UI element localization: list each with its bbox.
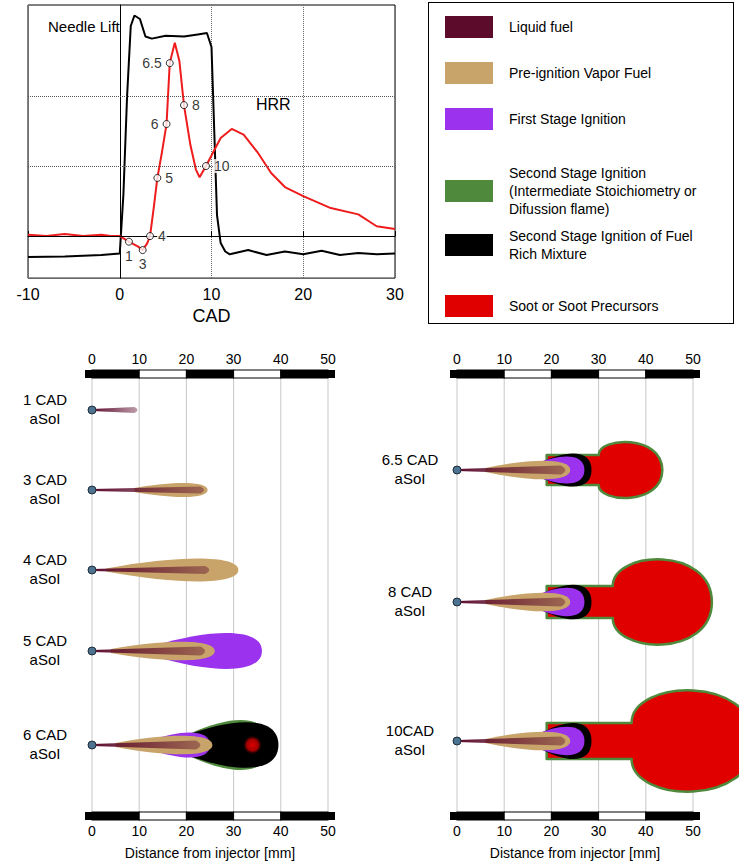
svg-text:aSoI: aSoI — [30, 745, 61, 762]
svg-text:10CAD: 10CAD — [386, 722, 435, 739]
svg-text:40: 40 — [273, 351, 289, 367]
svg-text:0: 0 — [453, 823, 461, 839]
svg-text:5 CAD: 5 CAD — [23, 632, 67, 649]
svg-text:aSoI: aSoI — [395, 470, 426, 487]
svg-text:-10: -10 — [16, 286, 39, 303]
svg-text:aSoI: aSoI — [30, 410, 61, 427]
svg-text:20: 20 — [294, 286, 312, 303]
html-text:Soot or Soot Precursors: Soot or Soot Precursors — [509, 298, 659, 314]
svg-text:Distance from injector [mm]: Distance from injector [mm] — [125, 845, 295, 861]
svg-text:50: 50 — [320, 351, 336, 367]
svg-text:aSoI: aSoI — [395, 602, 426, 619]
svg-text:0: 0 — [453, 351, 461, 367]
svg-text:aSoI: aSoI — [30, 490, 61, 507]
svg-text:10: 10 — [131, 823, 147, 839]
svg-text:10: 10 — [496, 351, 512, 367]
svg-text:CAD: CAD — [192, 306, 230, 326]
svg-text:20: 20 — [544, 823, 560, 839]
svg-text:40: 40 — [638, 351, 654, 367]
svg-text:aSoI: aSoI — [30, 570, 61, 587]
html-text:First Stage Ignition: First Stage Ignition — [509, 111, 626, 127]
svg-text:30: 30 — [591, 823, 607, 839]
html-text:Liquid fuel: Liquid fuel — [509, 19, 573, 35]
svg-text:30: 30 — [226, 823, 242, 839]
svg-text:0: 0 — [88, 351, 96, 367]
html-text:Second Stage Ignition (Interme: Second Stage Ignition (Intermediate Stoi… — [509, 165, 697, 217]
svg-text:30: 30 — [591, 351, 607, 367]
svg-text:50: 50 — [320, 823, 336, 839]
svg-text:30: 30 — [226, 351, 242, 367]
html-text:Second Stage Ignition of Fuel: Second Stage Ignition of Fuel Rich Mixtu… — [509, 228, 693, 262]
svg-text:3 CAD: 3 CAD — [23, 471, 67, 488]
svg-text:8: 8 — [192, 97, 200, 113]
svg-text:1: 1 — [125, 248, 133, 264]
svg-text:20: 20 — [179, 823, 195, 839]
svg-text:10: 10 — [131, 351, 147, 367]
svg-text:50: 50 — [685, 823, 701, 839]
svg-text:Needle Lift: Needle Lift — [48, 18, 121, 35]
svg-text:40: 40 — [273, 823, 289, 839]
svg-text:aSoI: aSoI — [395, 741, 426, 758]
svg-text:6.5 CAD: 6.5 CAD — [382, 451, 439, 468]
html-text:Pre-ignition Vapor Fuel: Pre-ignition Vapor Fuel — [509, 65, 652, 81]
svg-text:6: 6 — [151, 116, 159, 132]
svg-text:0: 0 — [115, 286, 124, 303]
svg-text:0: 0 — [88, 823, 96, 839]
svg-text:4: 4 — [158, 228, 166, 244]
svg-text:40: 40 — [638, 823, 654, 839]
svg-text:4 CAD: 4 CAD — [23, 551, 67, 568]
svg-text:20: 20 — [544, 351, 560, 367]
svg-text:10: 10 — [214, 158, 230, 174]
svg-text:6.5: 6.5 — [142, 55, 162, 71]
svg-text:aSoI: aSoI — [30, 651, 61, 668]
svg-text:50: 50 — [685, 351, 701, 367]
svg-text:8 CAD: 8 CAD — [388, 583, 432, 600]
svg-text:10: 10 — [203, 286, 221, 303]
svg-text:Distance from injector [mm]: Distance from injector [mm] — [490, 845, 660, 861]
svg-text:HRR: HRR — [256, 96, 291, 113]
svg-text:1 CAD: 1 CAD — [23, 391, 67, 408]
svg-text:5: 5 — [165, 170, 173, 186]
svg-text:10: 10 — [496, 823, 512, 839]
svg-text:30: 30 — [386, 286, 404, 303]
svg-text:6 CAD: 6 CAD — [23, 726, 67, 743]
svg-text:3: 3 — [139, 256, 147, 272]
svg-text:20: 20 — [179, 351, 195, 367]
